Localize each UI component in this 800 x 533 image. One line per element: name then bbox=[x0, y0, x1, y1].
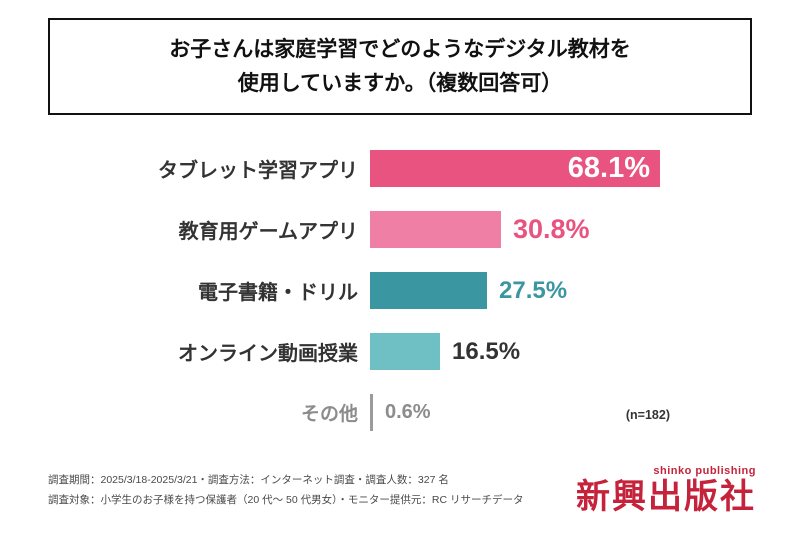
survey-footnote: 調査期間：2025/3/18-2025/3/21・調査方法：インターネット調査・… bbox=[48, 471, 523, 511]
bar-track: 68.1% bbox=[370, 150, 800, 187]
category-label: タブレット学習アプリ bbox=[158, 160, 358, 182]
bar-chart: タブレット学習アプリ 68.1% 教育用ゲームアプリ 30.8% 電子書籍・ドリル 27.… bbox=[0, 150, 800, 455]
category-label: 教育用ゲームアプリ bbox=[178, 221, 358, 243]
bar-track: 27.5% bbox=[370, 272, 800, 309]
chart-title-box: お子さんは家庭学習でどのようなデジタル教材を 使用していますか。（複数回答可） bbox=[48, 18, 752, 116]
bar bbox=[370, 211, 501, 248]
bar-row: 教育用ゲームアプリ 30.8% bbox=[0, 211, 800, 248]
value-label: 0.6% bbox=[385, 401, 431, 423]
sample-size-note: (n=182) bbox=[625, 408, 670, 422]
survey-footnote-line1: 調査期間：2025/3/18-2025/3/21・調査方法：インターネット調査・… bbox=[48, 474, 449, 487]
value-label: 27.5% bbox=[499, 276, 568, 304]
value-label: 30.8% bbox=[513, 214, 590, 244]
value-label: 68.1% bbox=[567, 152, 650, 184]
publisher-logo: shinko publishing 新興出版社 bbox=[576, 465, 756, 517]
bar-track: 0.6% bbox=[370, 394, 800, 431]
bar bbox=[370, 333, 440, 370]
bar-row: その他 0.6% bbox=[0, 394, 800, 431]
survey-footnote-line2: 調査対象：小学生のお子様を持つ保護者（20 代～ 50 代男女）・モニター提供元… bbox=[48, 494, 524, 507]
category-label: 電子書籍・ドリル bbox=[198, 282, 358, 304]
category-label: その他 bbox=[300, 404, 358, 425]
bar bbox=[370, 272, 487, 309]
category-label: オンライン動画授業 bbox=[178, 343, 358, 365]
bar bbox=[370, 394, 373, 431]
bar-track: 30.8% bbox=[370, 211, 800, 248]
bar-row: 電子書籍・ドリル 27.5% bbox=[0, 272, 800, 309]
logo-subtitle: shinko publishing bbox=[653, 464, 756, 477]
bar-row: オンライン動画授業 16.5% bbox=[0, 333, 800, 370]
bar: 68.1% bbox=[370, 150, 660, 187]
logo-text: 新興出版社 bbox=[576, 477, 756, 516]
bar-row: タブレット学習アプリ 68.1% bbox=[0, 150, 800, 187]
chart-title-line1: お子さんは家庭学習でどのようなデジタル教材を bbox=[169, 38, 631, 61]
value-label: 16.5% bbox=[452, 337, 521, 365]
bar-track: 16.5% bbox=[370, 333, 800, 370]
chart-title-line2: 使用していますか。（複数回答可） bbox=[237, 71, 563, 95]
